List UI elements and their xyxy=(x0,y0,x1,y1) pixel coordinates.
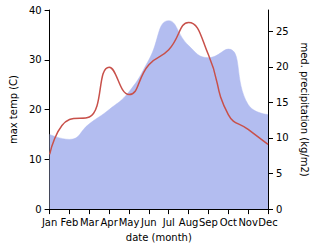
svg-text:Apr: Apr xyxy=(101,217,119,228)
svg-text:10: 10 xyxy=(29,154,42,165)
svg-text:Nov: Nov xyxy=(238,217,258,228)
svg-text:date (month): date (month) xyxy=(126,232,192,243)
svg-text:0: 0 xyxy=(276,204,282,215)
svg-text:Oct: Oct xyxy=(220,217,237,228)
svg-text:20: 20 xyxy=(29,104,42,115)
svg-text:Mar: Mar xyxy=(80,217,100,228)
svg-text:30: 30 xyxy=(29,54,42,65)
svg-text:med. precipitation (kg/m2): med. precipitation (kg/m2) xyxy=(299,42,310,176)
svg-text:0: 0 xyxy=(35,204,41,215)
svg-text:max temp (C): max temp (C) xyxy=(8,75,19,144)
svg-text:20: 20 xyxy=(276,61,289,72)
svg-text:15: 15 xyxy=(276,97,289,108)
svg-text:5: 5 xyxy=(276,168,282,179)
svg-text:Jan: Jan xyxy=(41,217,57,228)
svg-text:Feb: Feb xyxy=(61,217,79,228)
svg-text:10: 10 xyxy=(276,132,289,143)
svg-text:Jul: Jul xyxy=(162,217,175,228)
svg-text:May: May xyxy=(119,217,140,228)
svg-text:Dec: Dec xyxy=(258,217,277,228)
svg-text:25: 25 xyxy=(276,26,289,37)
svg-text:Sep: Sep xyxy=(199,217,218,228)
svg-text:Jun: Jun xyxy=(140,217,157,228)
svg-text:40: 40 xyxy=(29,5,42,16)
svg-text:Aug: Aug xyxy=(179,217,199,228)
